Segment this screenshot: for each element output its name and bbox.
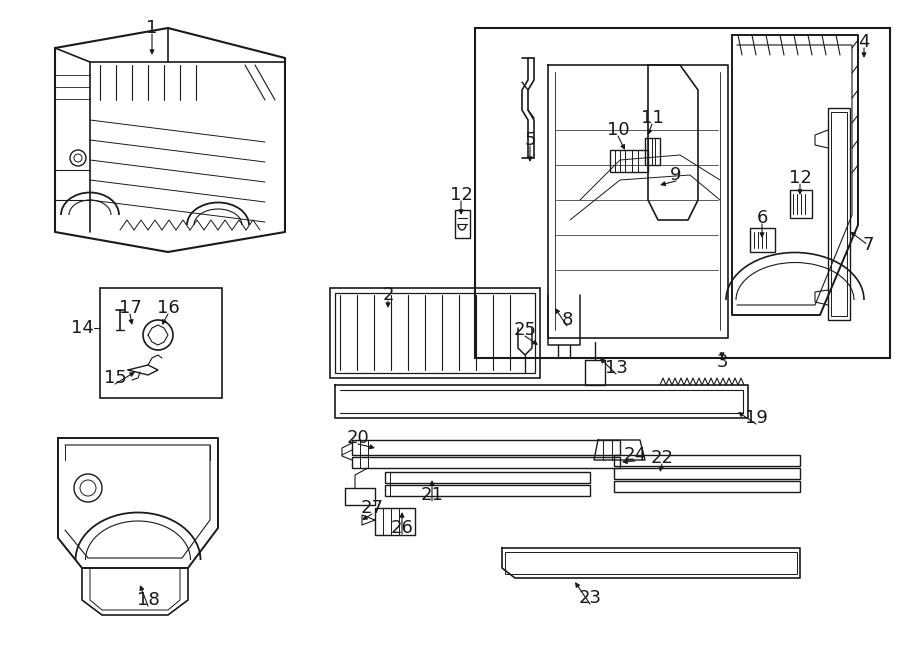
Text: 1: 1 (147, 19, 158, 37)
Text: 26: 26 (391, 519, 413, 537)
Text: 12: 12 (450, 186, 472, 204)
Text: 14: 14 (70, 319, 94, 337)
Text: 4: 4 (859, 33, 869, 51)
Text: 24: 24 (624, 446, 646, 464)
Text: 2: 2 (382, 286, 394, 304)
Text: 8: 8 (562, 311, 572, 329)
Text: 10: 10 (607, 121, 629, 139)
Text: 6: 6 (756, 209, 768, 227)
Text: 13: 13 (605, 359, 627, 377)
Text: 16: 16 (157, 299, 179, 317)
Text: 7: 7 (862, 236, 874, 254)
Text: 3: 3 (716, 353, 728, 371)
Bar (505, 552, 797, 574)
Bar (352, 457, 620, 468)
Bar (614, 468, 800, 479)
Bar (375, 508, 415, 535)
Text: 19: 19 (744, 409, 768, 427)
Bar (645, 138, 660, 165)
Bar (455, 210, 470, 238)
Text: 17: 17 (119, 299, 141, 317)
Bar (352, 440, 620, 455)
Text: 20: 20 (346, 429, 369, 447)
Text: 22: 22 (651, 449, 673, 467)
Text: 12: 12 (788, 169, 812, 187)
Bar (831, 112, 847, 316)
Bar (385, 472, 590, 483)
Bar (475, 28, 890, 358)
Bar (335, 293, 535, 373)
Bar (750, 228, 775, 252)
Bar (610, 150, 648, 172)
Bar (790, 190, 812, 218)
Bar (614, 455, 800, 466)
Bar (385, 485, 590, 496)
Bar (614, 481, 800, 492)
Text: 23: 23 (579, 589, 601, 607)
Text: 21: 21 (420, 486, 444, 504)
Text: 5: 5 (524, 131, 536, 149)
Text: 27: 27 (361, 499, 383, 517)
Bar (100, 288, 222, 398)
Text: 15: 15 (104, 369, 126, 387)
Bar (330, 288, 540, 378)
Text: 9: 9 (670, 166, 682, 184)
Text: 18: 18 (137, 591, 159, 609)
Bar (828, 108, 850, 320)
Text: 11: 11 (641, 109, 663, 127)
Text: 25: 25 (514, 321, 536, 339)
